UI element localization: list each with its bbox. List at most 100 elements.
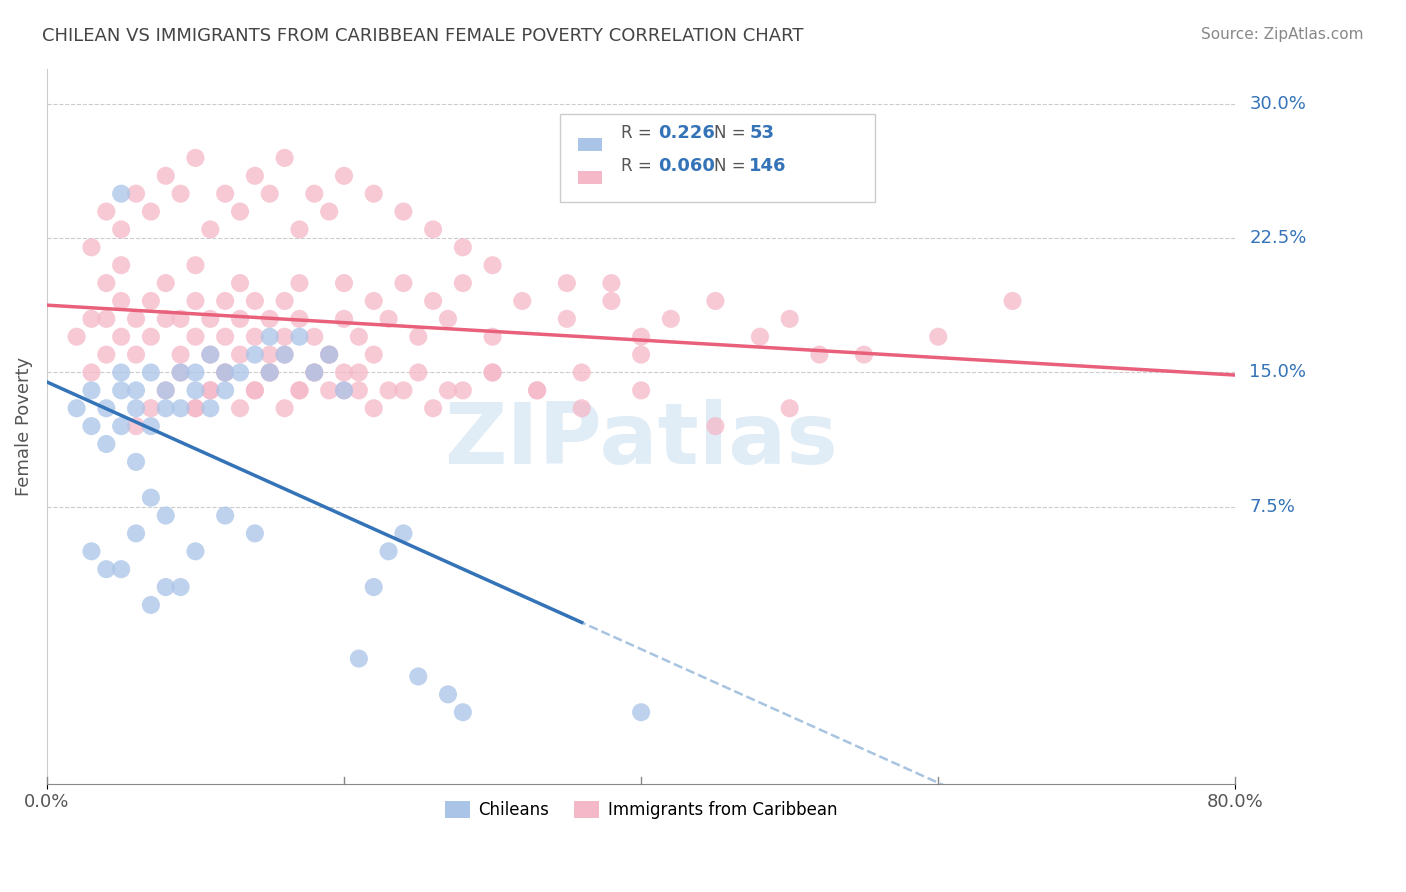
Point <box>139 491 162 505</box>
Point <box>318 204 340 219</box>
Point <box>125 384 148 398</box>
Point <box>229 204 252 219</box>
Point <box>155 384 177 398</box>
Point <box>200 384 222 398</box>
Point <box>80 419 103 434</box>
Point <box>243 384 266 398</box>
Point <box>630 705 652 719</box>
Text: 22.5%: 22.5% <box>1250 229 1306 247</box>
Point <box>437 687 460 701</box>
Text: Source: ZipAtlas.com: Source: ZipAtlas.com <box>1201 27 1364 42</box>
Point <box>481 366 503 380</box>
Legend: Chileans, Immigrants from Caribbean: Chileans, Immigrants from Caribbean <box>439 794 844 825</box>
Point <box>110 329 132 343</box>
Point <box>1001 293 1024 308</box>
Point <box>377 384 399 398</box>
Point <box>779 401 801 416</box>
Point <box>347 329 370 343</box>
Point <box>155 401 177 416</box>
Point <box>169 580 191 594</box>
Point <box>259 348 281 362</box>
Text: R =: R = <box>621 157 658 175</box>
Point <box>481 258 503 272</box>
Point <box>184 258 207 272</box>
Point <box>304 366 326 380</box>
Point <box>333 311 356 326</box>
Point <box>110 419 132 434</box>
Point <box>377 311 399 326</box>
Point <box>808 348 831 362</box>
Point <box>184 329 207 343</box>
Point <box>169 366 191 380</box>
Point <box>273 293 295 308</box>
Point <box>155 384 177 398</box>
Point <box>259 366 281 380</box>
Point <box>169 186 191 201</box>
Point <box>214 366 236 380</box>
Point <box>288 384 311 398</box>
Point <box>259 366 281 380</box>
Point <box>347 651 370 665</box>
Point <box>318 348 340 362</box>
Point <box>125 401 148 416</box>
Point <box>630 384 652 398</box>
Point <box>571 366 593 380</box>
Point <box>169 348 191 362</box>
Text: 146: 146 <box>749 157 787 175</box>
Point <box>184 384 207 398</box>
Point <box>451 384 474 398</box>
Point <box>155 276 177 290</box>
Point <box>363 580 385 594</box>
Point <box>200 348 222 362</box>
Point <box>80 240 103 254</box>
Point <box>125 455 148 469</box>
Point <box>169 366 191 380</box>
Point <box>318 348 340 362</box>
Point <box>139 329 162 343</box>
Point <box>422 222 444 236</box>
Point <box>318 384 340 398</box>
Point <box>214 384 236 398</box>
Point <box>288 311 311 326</box>
Point <box>749 329 772 343</box>
Text: 7.5%: 7.5% <box>1250 498 1295 516</box>
Point <box>392 384 415 398</box>
Point <box>526 384 548 398</box>
Point <box>555 276 578 290</box>
Point <box>422 401 444 416</box>
Point <box>243 348 266 362</box>
Point <box>392 526 415 541</box>
Point <box>526 384 548 398</box>
Point <box>363 348 385 362</box>
Point <box>347 384 370 398</box>
Point <box>259 311 281 326</box>
Point <box>704 419 727 434</box>
Point <box>392 276 415 290</box>
Point <box>304 366 326 380</box>
Point <box>96 348 118 362</box>
Point <box>273 329 295 343</box>
Point <box>451 705 474 719</box>
Point <box>125 526 148 541</box>
Point <box>155 580 177 594</box>
Text: 15.0%: 15.0% <box>1250 363 1306 382</box>
Point <box>200 311 222 326</box>
Point <box>125 419 148 434</box>
Point <box>600 293 623 308</box>
Point <box>481 329 503 343</box>
Point <box>214 186 236 201</box>
Point <box>200 384 222 398</box>
Point <box>659 311 682 326</box>
Point <box>155 311 177 326</box>
Point <box>139 401 162 416</box>
Point <box>408 366 430 380</box>
Point <box>184 151 207 165</box>
Point <box>65 329 87 343</box>
Point <box>229 366 252 380</box>
Point <box>110 186 132 201</box>
Point <box>229 311 252 326</box>
Point <box>125 311 148 326</box>
Point <box>273 151 295 165</box>
Point <box>110 258 132 272</box>
Point <box>184 401 207 416</box>
